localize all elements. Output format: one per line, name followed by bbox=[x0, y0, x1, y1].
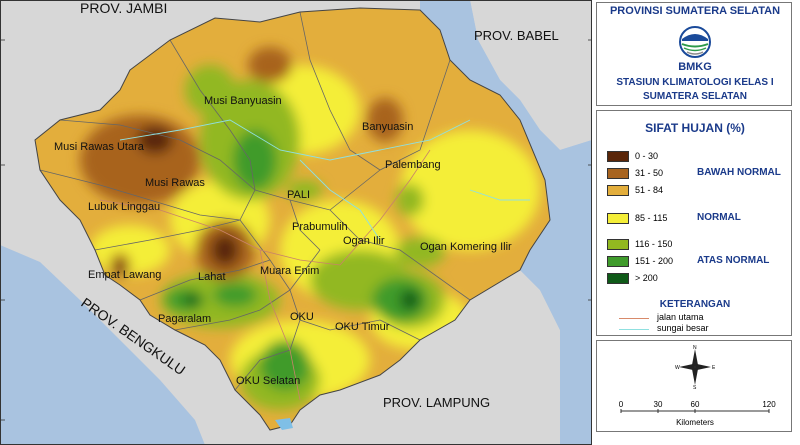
legend-label: > 200 bbox=[635, 273, 658, 283]
station-line1: STASIUN KLIMATOLOGI KELAS I bbox=[616, 77, 774, 88]
neighbor-land bbox=[0, 0, 560, 445]
legend-label: 151 - 200 bbox=[635, 256, 674, 266]
compass-scale-box: N S W E 0 30 60 120 Kilometers bbox=[596, 340, 792, 432]
ranau-lake bbox=[275, 418, 293, 430]
scale-bar: 0 30 60 120 Kilometers bbox=[619, 400, 776, 427]
east-sea bbox=[420, 0, 592, 445]
legend-label: 51 - 84 bbox=[635, 185, 664, 195]
rainfall-map: PROV. JAMBI PROV. BABEL PROV. LAMPUNG PR… bbox=[0, 0, 592, 445]
scale-tick: 30 bbox=[654, 400, 663, 409]
road-line-icon bbox=[619, 318, 649, 319]
legend-swatch bbox=[607, 213, 629, 224]
scale-tick: 120 bbox=[762, 400, 776, 409]
region-label: Ogan Komering Ilir bbox=[420, 241, 512, 253]
legend-label: 116 - 150 bbox=[635, 239, 673, 249]
map-area: PROV. JAMBI PROV. BABEL PROV. LAMPUNG PR… bbox=[0, 0, 592, 445]
district-boundaries bbox=[39, 11, 471, 391]
region-label: Ogan Ilir bbox=[343, 235, 385, 247]
scale-unit: Kilometers bbox=[676, 418, 714, 427]
compass-s: S bbox=[693, 385, 697, 389]
region-label: Muara Enim bbox=[260, 265, 319, 277]
legend-swatch bbox=[607, 168, 629, 179]
main-roads bbox=[99, 149, 431, 401]
province-outline bbox=[34, 7, 551, 431]
prov-babel-label: PROV. BABEL bbox=[474, 28, 559, 43]
region-label: PALI bbox=[287, 189, 310, 201]
region-label: Pagaralam bbox=[158, 313, 211, 325]
region-label: Musi Rawas Utara bbox=[54, 141, 145, 153]
legend-title: SIFAT HUJAN (%) bbox=[645, 121, 745, 135]
prov-lampung-label: PROV. LAMPUNG bbox=[383, 395, 490, 410]
region-label: Musi Banyuasin bbox=[204, 95, 282, 107]
station-line2: SUMATERA SELATAN bbox=[642, 91, 748, 102]
region-label: Musi Rawas bbox=[145, 177, 205, 189]
compass-n: N bbox=[693, 345, 697, 351]
legend-label: 31 - 50 bbox=[635, 168, 664, 178]
compass-rose-icon: N S W E bbox=[675, 345, 715, 389]
region-label: Banyuasin bbox=[362, 121, 413, 133]
region-label: Palembang bbox=[385, 159, 441, 171]
bmkg-logo-icon bbox=[679, 26, 711, 58]
legend-label: 85 - 115 bbox=[635, 213, 668, 223]
agency-name: BMKG bbox=[678, 61, 712, 73]
region-label: OKU bbox=[290, 311, 314, 323]
big-rivers bbox=[119, 119, 530, 241]
group-normal: NORMAL bbox=[697, 212, 741, 223]
river-line-icon bbox=[619, 329, 649, 330]
west-sea bbox=[0, 245, 205, 445]
scale-tick: 60 bbox=[691, 400, 700, 409]
group-below-normal: BAWAH NORMAL bbox=[697, 167, 781, 178]
bangka-island bbox=[470, 0, 592, 150]
region-label: Empat Lawang bbox=[88, 269, 161, 281]
legend-swatch bbox=[607, 256, 629, 267]
legend-swatch bbox=[607, 239, 629, 250]
legend-swatch bbox=[607, 273, 629, 284]
legend-label: 0 - 30 bbox=[635, 151, 659, 161]
compass-e: E bbox=[712, 365, 715, 371]
region-label: Lubuk Linggau bbox=[88, 201, 160, 213]
legend-swatch bbox=[607, 151, 629, 162]
prov-jambi-label: PROV. JAMBI bbox=[80, 0, 167, 16]
compass-w: W bbox=[675, 365, 680, 371]
legend-swatch bbox=[607, 185, 629, 196]
region-label: Lahat bbox=[198, 271, 226, 283]
region-label: Prabumulih bbox=[292, 221, 348, 233]
province-title: PROVINSI SUMATERA SELATAN bbox=[609, 5, 781, 17]
legend-box: SIFAT HUJAN (%) 0 - 30 31 - 50 51 - 84 B… bbox=[596, 110, 792, 336]
keterangan-title: KETERANGAN bbox=[659, 299, 731, 310]
keterangan-label: jalan utama bbox=[657, 312, 704, 322]
region-label: OKU Timur bbox=[335, 321, 390, 333]
region-label: OKU Selatan bbox=[236, 375, 300, 387]
scale-tick: 0 bbox=[619, 400, 624, 409]
header-box: PROVINSI SUMATERA SELATAN BMKG STASIUN K… bbox=[596, 2, 792, 106]
region-labels: Musi Banyuasin Banyuasin Musi Rawas Utar… bbox=[54, 95, 512, 387]
keterangan-label: sungai besar bbox=[657, 323, 709, 333]
legend-panel: PROVINSI SUMATERA SELATAN BMKG STASIUN K… bbox=[592, 0, 800, 445]
group-above-normal: ATAS NORMAL bbox=[697, 255, 770, 266]
